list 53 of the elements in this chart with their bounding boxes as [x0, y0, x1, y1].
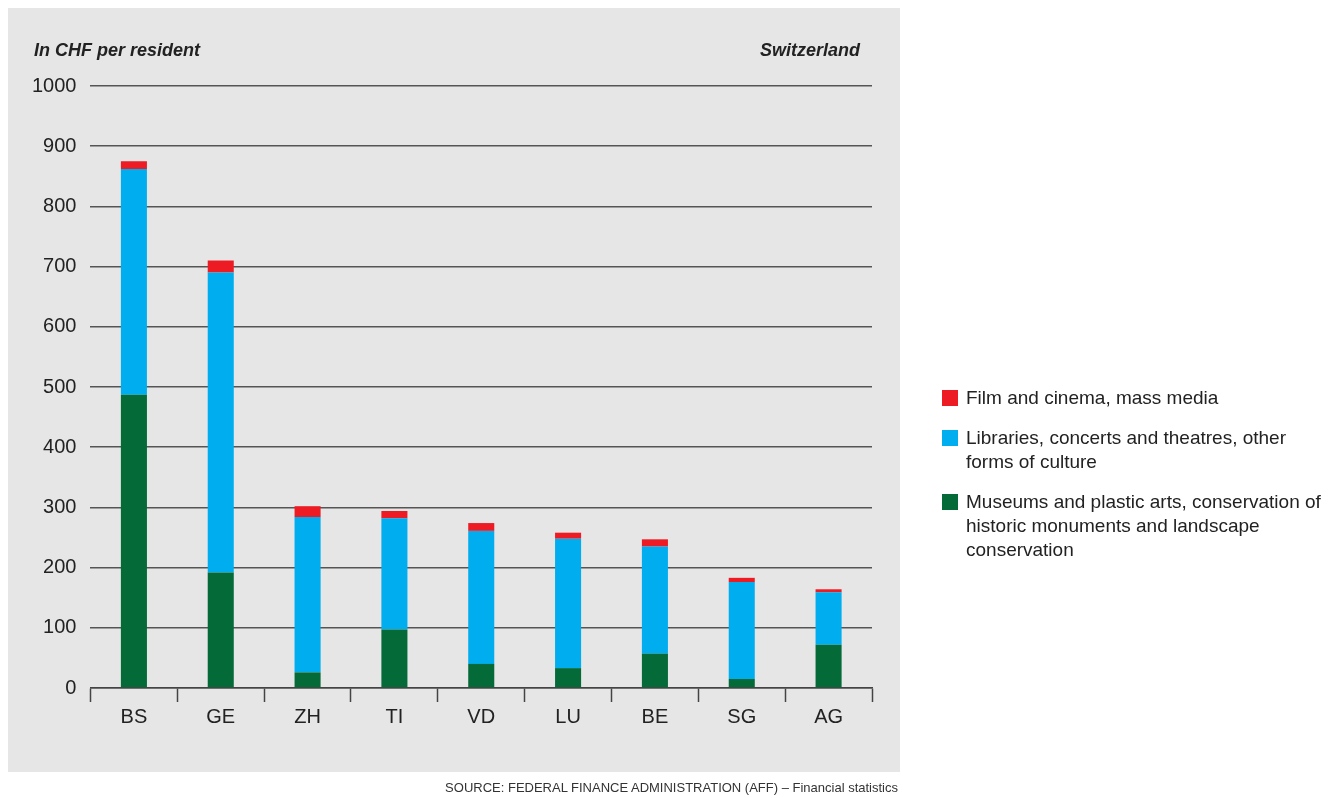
y-tick-label: 100 [43, 615, 77, 638]
y-tick-label: 300 [43, 494, 77, 517]
bar [468, 523, 495, 531]
bar [294, 672, 321, 688]
bar [468, 530, 495, 664]
legend-label: Film and cinema, mass media [966, 386, 1219, 410]
legend-label: Libraries, concerts and theatres, other forms of culture [966, 426, 1287, 474]
x-tick-label: SG [727, 704, 757, 727]
bar [555, 532, 582, 539]
bar [728, 678, 755, 688]
bar [294, 517, 321, 673]
y-tick-label: 800 [43, 193, 77, 216]
bar [728, 582, 755, 679]
bar [207, 272, 234, 573]
y-tick-label: 0 [65, 675, 77, 698]
y-tick-label: 500 [43, 374, 77, 397]
bar [468, 663, 495, 688]
bar [381, 629, 408, 688]
y-tick-label: 400 [43, 434, 77, 457]
y-tick-label: 900 [43, 133, 77, 156]
y-tick-label: 700 [43, 254, 77, 277]
x-tick-label: LU [555, 704, 581, 727]
y-tick-label: 200 [43, 555, 77, 578]
bar [641, 539, 668, 547]
source-note: SOURCE: FEDERAL FINANCE ADMINISTRATION (AFF) – Financial statistics [444, 780, 898, 795]
bar [815, 589, 842, 593]
y-tick-label: 600 [43, 314, 77, 337]
x-tick-label: BS [120, 704, 148, 727]
x-tick-label: VD [467, 704, 496, 727]
bar [381, 511, 408, 519]
bar [294, 506, 321, 518]
bar [641, 546, 668, 654]
x-tick-label: GE [206, 704, 236, 727]
bar [815, 644, 842, 688]
x-tick-label: BE [641, 704, 669, 727]
bar [641, 653, 668, 688]
chart-title: Switzerland [759, 40, 860, 61]
x-tick-label: AG [814, 704, 844, 727]
y-tick-label: 1000 [31, 73, 77, 96]
x-tick-label: ZH [294, 704, 321, 727]
bar [120, 161, 147, 170]
bar [555, 668, 582, 688]
x-tick-label: TI [385, 704, 404, 727]
bar [120, 394, 147, 688]
bar [207, 260, 234, 273]
bar [120, 169, 147, 395]
bar [207, 572, 234, 688]
legend-label: Museums and plastic arts, conservation of historic monuments and landscape conservation [966, 490, 1322, 562]
bar [728, 577, 755, 583]
y-axis-title: In CHF per resident [34, 40, 201, 61]
bar [555, 538, 582, 669]
bar [815, 592, 842, 645]
bar [381, 518, 408, 630]
